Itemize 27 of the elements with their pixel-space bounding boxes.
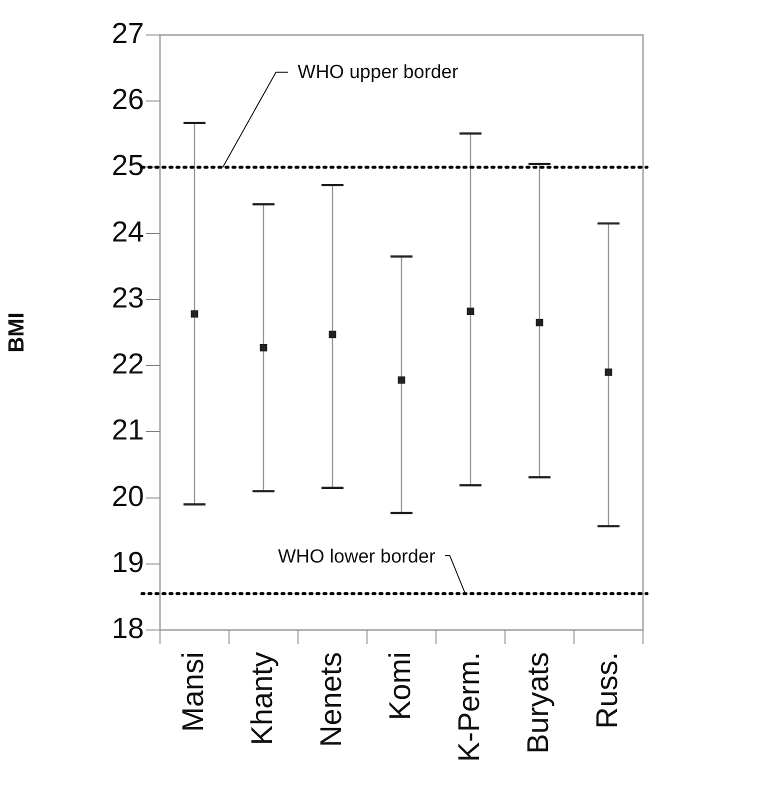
x-tick-label: Buryats [522,652,555,754]
y-tick-label: 22 [112,348,144,381]
y-tick-label: 27 [112,18,144,50]
point [536,318,544,326]
x-tick-label: K-Perm. [452,652,486,762]
y-tick-label: 24 [112,216,144,248]
point [398,376,406,384]
ref-line-label: WHO upper border [298,62,459,84]
point [260,344,268,352]
point [328,330,336,338]
y-tick-label: 19 [112,546,144,579]
x-tick-label: Komi [384,652,417,720]
y-tick-label: 20 [112,480,144,513]
y-axis-title: BMI [3,312,28,353]
x-tick-label: Mansi [176,652,210,732]
ref-line-label: WHO lower border [278,546,436,568]
x-tick-label: Russ. [590,652,624,729]
point [604,368,612,376]
point [466,308,474,316]
point [190,310,198,318]
y-tick-label: 21 [112,414,144,447]
y-tick-label: 26 [112,84,144,116]
y-tick-label: 18 [112,613,144,645]
x-tick-label: Nenets [314,652,348,748]
x-tick-label: Khanty [246,652,279,746]
y-tick-label: 23 [112,282,144,314]
y-tick-label: 25 [112,150,144,182]
